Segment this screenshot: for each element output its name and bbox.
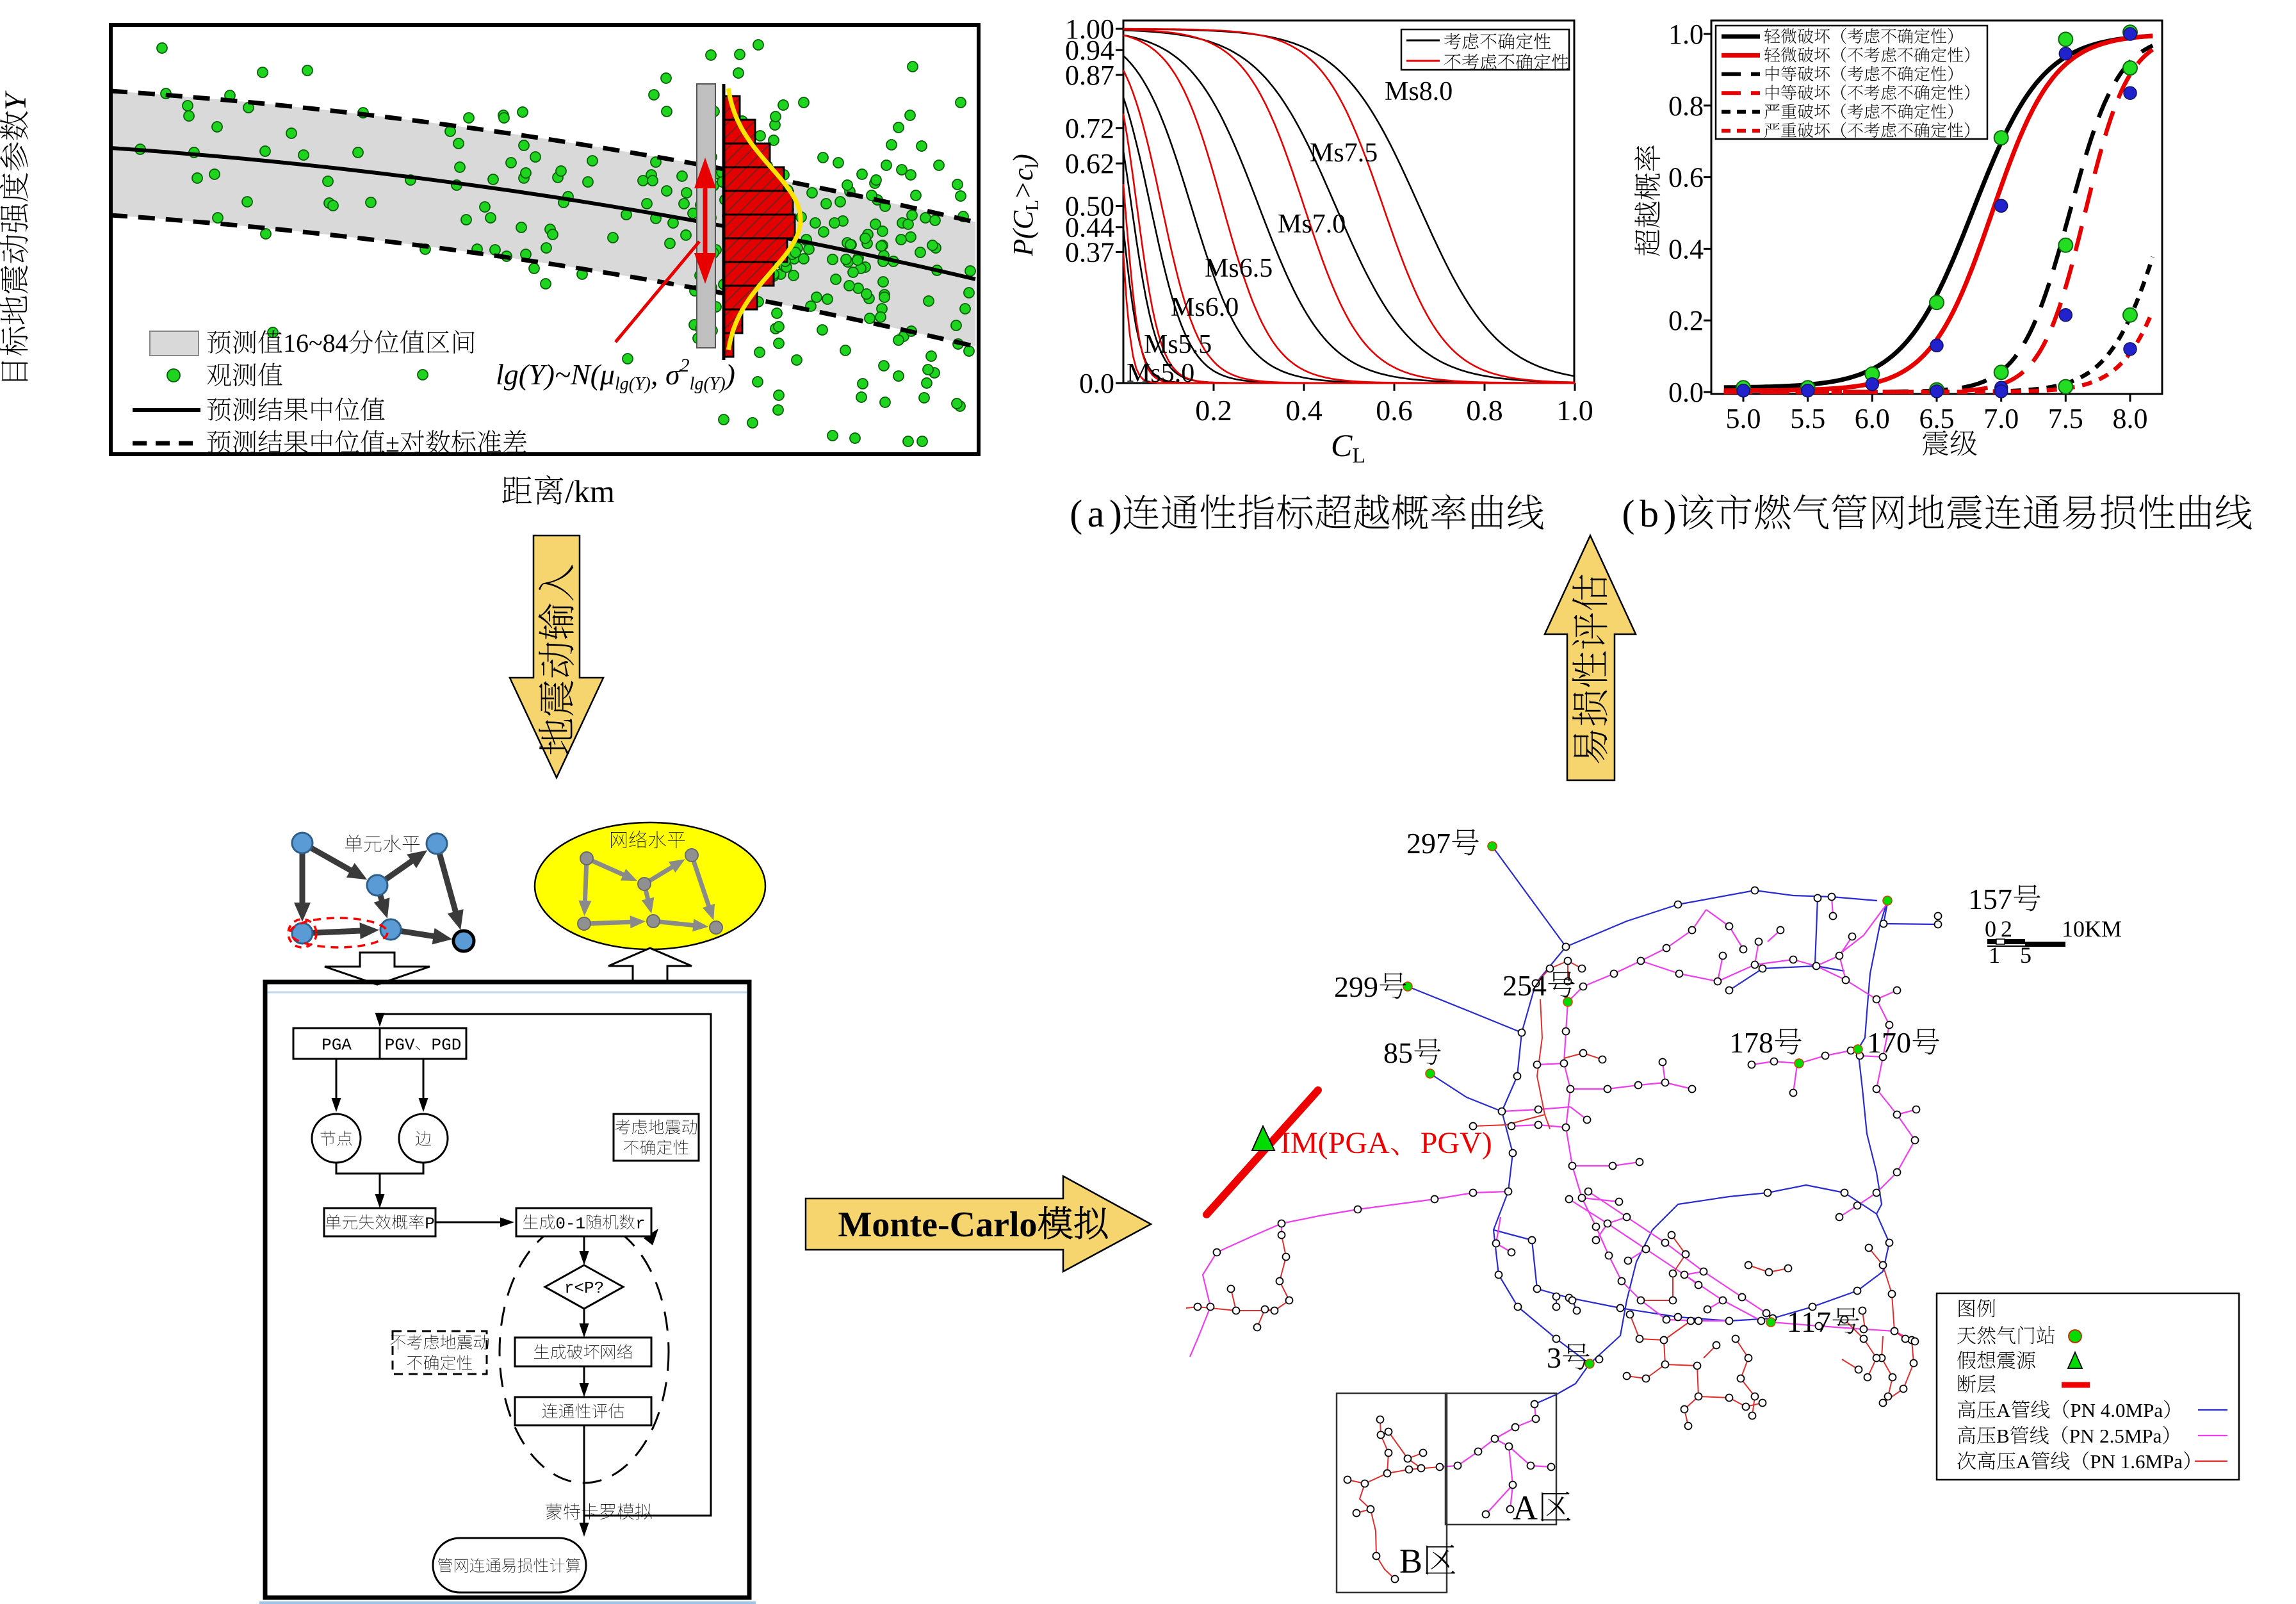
svg-text:/km: /km: [565, 473, 615, 509]
svg-text:1.00: 1.00: [1065, 13, 1114, 45]
svg-text:0.37: 0.37: [1065, 236, 1114, 268]
svg-text:5.5: 5.5: [1790, 403, 1825, 434]
svg-text:297: 297: [1406, 827, 1451, 860]
svg-text:0: 0: [1985, 916, 1996, 942]
svg-text:0.8: 0.8: [1466, 394, 1503, 427]
svg-text:A: A: [2016, 1450, 2031, 1473]
svg-text:178: 178: [1729, 1026, 1773, 1059]
svg-text:Y: Y: [0, 90, 33, 110]
svg-text:7.5: 7.5: [2048, 403, 2083, 434]
svg-text:Ms5.5: Ms5.5: [1144, 330, 1212, 359]
svg-text:PN 4.0MPa: PN 4.0MPa: [2070, 1399, 2163, 1421]
svg-text:1.0: 1.0: [1668, 19, 1704, 50]
svg-text:0.8: 0.8: [1668, 90, 1704, 122]
svg-text:B: B: [1996, 1425, 2010, 1447]
svg-text:PGD: PGD: [432, 1035, 462, 1054]
svg-text:±: ±: [386, 429, 400, 457]
svg-text:0.0: 0.0: [1668, 377, 1704, 408]
svg-text:5: 5: [2020, 942, 2031, 968]
svg-text:5.0: 5.0: [1726, 403, 1761, 434]
svg-text:Monte-Carlo: Monte-Carlo: [838, 1205, 1038, 1245]
svg-text:0.2: 0.2: [1668, 305, 1704, 336]
svg-text:B: B: [1399, 1542, 1422, 1580]
svg-text:254: 254: [1502, 969, 1547, 1002]
svg-text:0.50: 0.50: [1065, 191, 1114, 222]
svg-text:0.62: 0.62: [1065, 148, 1114, 179]
svg-text:A: A: [1513, 1489, 1538, 1527]
svg-text:3: 3: [1547, 1341, 1561, 1374]
svg-text:0-1: 0-1: [555, 1214, 585, 1233]
svg-text:299: 299: [1334, 970, 1378, 1003]
svg-text:0.44: 0.44: [1065, 212, 1114, 243]
svg-text:117: 117: [1787, 1305, 1831, 1338]
svg-text:6.0: 6.0: [1855, 403, 1890, 434]
svg-text:0.4: 0.4: [1668, 233, 1704, 265]
svg-text:lg(Y)~N(μlg(Y), σ2lg(Y)): lg(Y)~N(μlg(Y), σ2lg(Y)): [496, 355, 735, 394]
svg-text:0.6: 0.6: [1376, 394, 1413, 427]
svg-text:Ms6.5: Ms6.5: [1205, 254, 1273, 283]
svg-text:10KM: 10KM: [2062, 916, 2122, 942]
svg-text:IM(PGA: IM(PGA: [1280, 1126, 1390, 1160]
svg-text:16~84: 16~84: [283, 329, 348, 357]
svg-text:Ms6.0: Ms6.0: [1171, 293, 1239, 322]
svg-text:0.72: 0.72: [1065, 113, 1114, 144]
svg-text:PGV): PGV): [1421, 1126, 1492, 1160]
svg-text:PN 1.6MPa: PN 1.6MPa: [2090, 1450, 2183, 1473]
svg-text:Ms7.5: Ms7.5: [1310, 138, 1378, 168]
svg-text:(a): (a): [1070, 493, 1122, 535]
svg-text:P: P: [425, 1214, 435, 1233]
svg-text:0.4: 0.4: [1285, 394, 1323, 427]
svg-text:170: 170: [1867, 1026, 1911, 1059]
svg-text:1.0: 1.0: [1556, 394, 1593, 427]
svg-text:8.0: 8.0: [2113, 403, 2148, 434]
svg-text:0.6: 0.6: [1668, 162, 1704, 193]
svg-text:Ms8.0: Ms8.0: [1385, 77, 1453, 106]
svg-text:157: 157: [1968, 883, 2012, 915]
svg-text:P(CL>cl): P(CL>cl): [1007, 154, 1043, 257]
svg-text:0.94: 0.94: [1065, 35, 1114, 66]
svg-text:Ms5.0: Ms5.0: [1127, 359, 1194, 388]
svg-text:0.87: 0.87: [1065, 60, 1114, 91]
svg-text:2: 2: [2001, 916, 2012, 942]
svg-text:r<P?: r<P?: [564, 1279, 604, 1298]
svg-text:(b): (b): [1622, 493, 1677, 535]
svg-text:r: r: [635, 1214, 646, 1233]
svg-text:1: 1: [1989, 942, 2000, 968]
svg-text:85: 85: [1383, 1036, 1413, 1069]
svg-text:0.2: 0.2: [1195, 394, 1232, 427]
svg-text:PGV: PGV: [385, 1035, 415, 1054]
svg-text:6.5: 6.5: [1919, 403, 1955, 434]
svg-text:7.0: 7.0: [1983, 403, 2019, 434]
svg-text:PN 2.5MPa: PN 2.5MPa: [2069, 1425, 2162, 1447]
svg-text:A: A: [1996, 1399, 2011, 1421]
svg-text:Ms7.0: Ms7.0: [1278, 209, 1346, 239]
svg-text:PGA: PGA: [322, 1035, 352, 1054]
svg-text:0.0: 0.0: [1079, 368, 1114, 399]
